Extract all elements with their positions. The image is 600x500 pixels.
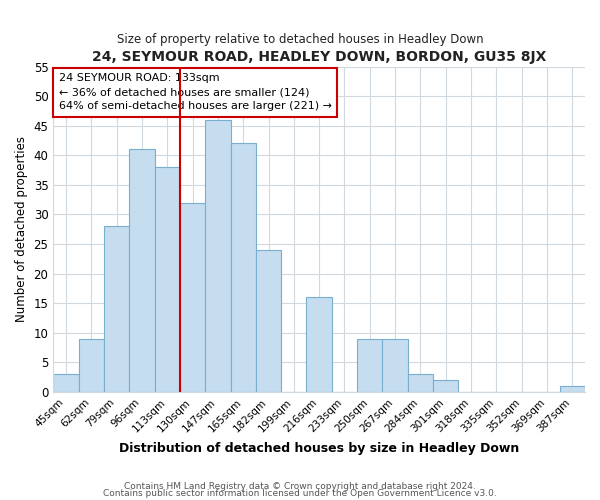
Text: Contains HM Land Registry data © Crown copyright and database right 2024.: Contains HM Land Registry data © Crown c… xyxy=(124,482,476,491)
Text: 24 SEYMOUR ROAD: 133sqm
← 36% of detached houses are smaller (124)
64% of semi-d: 24 SEYMOUR ROAD: 133sqm ← 36% of detache… xyxy=(59,73,332,111)
Bar xyxy=(433,380,458,392)
Bar xyxy=(129,150,155,392)
Bar xyxy=(230,144,256,392)
X-axis label: Distribution of detached houses by size in Headley Down: Distribution of detached houses by size … xyxy=(119,442,519,455)
Bar xyxy=(53,374,79,392)
Bar xyxy=(307,298,332,392)
Title: 24, SEYMOUR ROAD, HEADLEY DOWN, BORDON, GU35 8JX: 24, SEYMOUR ROAD, HEADLEY DOWN, BORDON, … xyxy=(92,50,547,64)
Bar xyxy=(256,250,281,392)
Bar xyxy=(155,167,180,392)
Bar xyxy=(560,386,585,392)
Bar xyxy=(205,120,230,392)
Bar xyxy=(180,202,205,392)
Y-axis label: Number of detached properties: Number of detached properties xyxy=(15,136,28,322)
Bar xyxy=(408,374,433,392)
Text: Size of property relative to detached houses in Headley Down: Size of property relative to detached ho… xyxy=(116,32,484,46)
Bar xyxy=(79,338,104,392)
Bar xyxy=(104,226,129,392)
Bar xyxy=(382,338,408,392)
Text: Contains public sector information licensed under the Open Government Licence v3: Contains public sector information licen… xyxy=(103,489,497,498)
Bar xyxy=(357,338,382,392)
